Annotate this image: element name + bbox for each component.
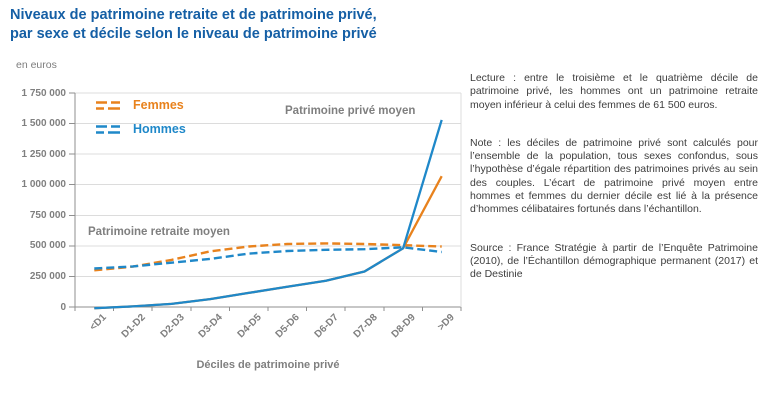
side-notes: Lecture : entre le troisième et le quatr…	[470, 72, 758, 307]
line-chart: Femmes Hommes Patrimoine retraite moyen …	[0, 80, 470, 401]
legend-item-femmes: Femmes	[96, 98, 186, 112]
y-tick-label: 1 000 000	[21, 179, 67, 191]
source-note: Source : France Stratégie à partir de l’…	[470, 241, 758, 281]
legend-item-hommes: Hommes	[96, 122, 186, 136]
chart-legend: Femmes Hommes	[96, 98, 186, 146]
y-tick-label: 1 250 000	[21, 148, 67, 160]
chart-canvas	[69, 92, 462, 311]
y-tick-label: 750 000	[29, 209, 66, 221]
series-line-retraite	[94, 242, 442, 272]
chart-title: Niveaux de patrimoine retraite et de pat…	[10, 6, 490, 44]
series-line-prive	[94, 119, 443, 310]
dashed-line-icon	[96, 100, 122, 110]
dashed-line-icon	[96, 124, 122, 134]
series-line-prive	[94, 175, 443, 310]
y-tick-label: 0	[60, 301, 66, 313]
y-tick-label: 1 750 000	[21, 87, 67, 99]
legend-label-hommes: Hommes	[133, 122, 186, 136]
y-axis-unit-label: en euros	[16, 59, 57, 71]
methodology-note: Note : les déciles de patrimoine privé s…	[470, 136, 758, 216]
lecture-note: Lecture : entre le troisième et le quatr…	[470, 72, 758, 111]
legend-label-femmes: Femmes	[133, 98, 184, 112]
chart-title-line2: par sexe et décile selon le niveau de pa…	[10, 26, 377, 43]
annotation-patrimoine-prive-moyen: Patrimoine privé moyen	[285, 105, 416, 117]
annotation-patrimoine-retraite-moyen: Patrimoine retraite moyen	[88, 226, 230, 238]
y-tick-label: 1 500 000	[21, 118, 67, 130]
y-tick-label: 500 000	[29, 240, 66, 252]
series-line-retraite	[94, 246, 442, 270]
y-tick-label: 250 000	[29, 270, 66, 282]
chart-title-line1: Niveaux de patrimoine retraite et de pat…	[10, 7, 377, 23]
x-axis-title: Déciles de patrimoine privé	[196, 359, 340, 371]
